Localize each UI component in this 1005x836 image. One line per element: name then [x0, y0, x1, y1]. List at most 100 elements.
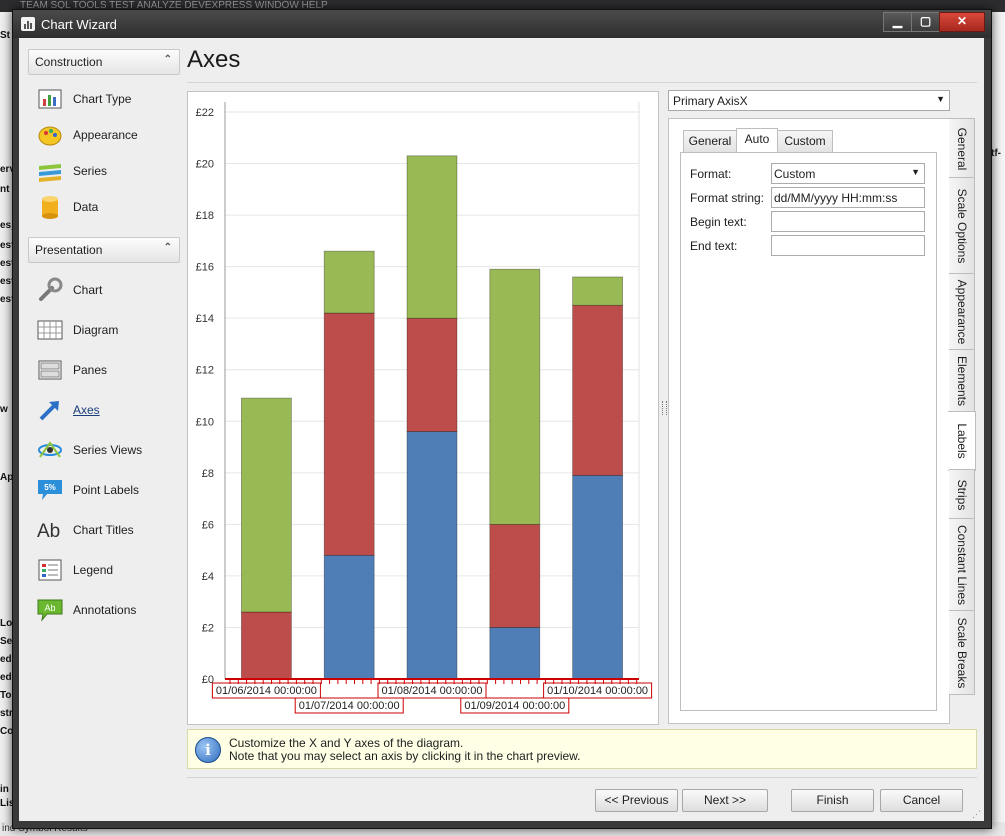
y-tick-label: £14: [196, 313, 214, 325]
background-label: est: [0, 258, 15, 269]
format-label: Format:: [690, 167, 732, 181]
chart-svg[interactable]: £0 £2 £4 £6 £8 £10 £12 £14 £16 £18 £20 £22 01/06/201…: [188, 92, 658, 724]
nav-item-chart[interactable]: Chart: [37, 275, 187, 305]
chart-preview[interactable]: £0 £2 £4 £6 £8 £10 £12 £14 £16 £18 £20 £22 01/06/201…: [187, 91, 659, 725]
annotations-glyph: Ab: [44, 603, 55, 613]
vtab-label: Appearance: [954, 279, 969, 345]
bar-segment: [489, 523, 541, 628]
chart-titles-glyph: Ab: [37, 521, 60, 542]
x-tick-label: 01/07/2014 00:00:00: [299, 700, 400, 712]
maximize-button[interactable]: ▢: [911, 12, 940, 32]
nav-item-data[interactable]: Data: [37, 192, 187, 222]
background-label: es_: [0, 220, 17, 231]
nav-item-axes[interactable]: Axes: [37, 395, 187, 425]
collapse-chevron-icon[interactable]: ⌃: [163, 242, 172, 253]
nav-label: Annotations: [73, 603, 137, 617]
bar-segment: [489, 627, 541, 680]
vtab-elements[interactable]: Elements: [949, 349, 975, 413]
series-icon: [39, 164, 61, 182]
title-bar[interactable]: Chart Wizard ▁ ▢ ✕: [13, 10, 991, 38]
vtab-constant-lines[interactable]: Constant Lines: [949, 518, 975, 612]
tab-auto[interactable]: Auto: [736, 128, 778, 152]
vtab-scale-options[interactable]: Scale Options: [949, 177, 975, 275]
nav-item-diagram[interactable]: Diagram: [37, 315, 187, 345]
bar-segment: [406, 317, 458, 432]
vtab-label: Elements: [954, 355, 969, 407]
background-label: Lis: [0, 798, 15, 809]
page-title: Axes: [187, 46, 241, 73]
end-text-field[interactable]: [771, 235, 925, 256]
format-combo[interactable]: Custom ▼: [771, 163, 925, 184]
chart-wizard-window: Chart Wizard ▁ ▢ ✕ Construction ⌃ Chart …: [12, 9, 992, 829]
begin-text-field[interactable]: [771, 211, 925, 232]
nav-item-legend[interactable]: Legend: [37, 555, 187, 585]
y-tick-label: £2: [202, 622, 214, 634]
close-button[interactable]: ✕: [939, 12, 985, 32]
point-labels-icon: 5%: [38, 480, 62, 500]
resize-grip-icon[interactable]: ⋰: [972, 809, 981, 819]
wrench-icon: [39, 277, 63, 301]
tab-general[interactable]: General: [683, 130, 737, 152]
background-label: To: [0, 690, 12, 701]
background-label: erv: [0, 164, 16, 175]
vtab-label: Strips: [954, 479, 969, 510]
bar-segment: [406, 431, 458, 680]
panes-icon: [38, 360, 62, 380]
presentation-group-label: Presentation: [35, 243, 103, 257]
nav-item-annotations[interactable]: Ab Annotations: [37, 595, 187, 625]
cancel-button[interactable]: Cancel: [880, 789, 963, 812]
axis-selector-combo[interactable]: Primary AxisX ▼: [668, 90, 950, 111]
x-tick-label-box: [377, 682, 487, 699]
splitter-handle[interactable]: [662, 401, 667, 415]
presentation-group-header[interactable]: Presentation ⌃: [28, 237, 180, 263]
x-tick-label: 01/06/2014 00:00:00: [216, 685, 317, 697]
nav-item-chart-titles[interactable]: Ab Chart Titles: [37, 515, 187, 545]
nav-item-panes[interactable]: Panes: [37, 355, 187, 385]
minimize-button[interactable]: ▁: [883, 12, 912, 32]
vtab-appearance[interactable]: Appearance: [949, 273, 975, 351]
y-tick-label: £16: [196, 262, 214, 274]
nav-label: Point Labels: [73, 483, 140, 497]
nav-label: Data: [73, 200, 99, 214]
collapse-chevron-icon[interactable]: ⌃: [163, 54, 172, 65]
y-tick-label: £4: [202, 571, 214, 583]
axes-arrow-icon: [39, 401, 59, 421]
nav-item-series-views[interactable]: Series Views: [37, 435, 187, 465]
format-string-label: Format string:: [690, 191, 765, 205]
nav-item-point-labels[interactable]: 5% Point Labels: [37, 475, 187, 505]
y-tick-label: £18: [196, 210, 214, 222]
background-label: ed: [0, 654, 12, 665]
previous-button[interactable]: << Previous: [595, 789, 678, 812]
header-divider: [187, 82, 977, 83]
vtab-strips[interactable]: Strips: [949, 469, 975, 520]
tab-custom[interactable]: Custom: [777, 130, 833, 152]
nav-label: Chart Type: [73, 92, 132, 106]
nav-label: Series Views: [73, 443, 143, 457]
background-right-label: tf-: [991, 148, 1001, 159]
nav-item-series[interactable]: Series: [37, 156, 187, 186]
y-tick-label: £22: [196, 107, 214, 119]
data-cylinder-icon: [42, 196, 58, 219]
y-tick-label: £0: [202, 674, 214, 686]
dropdown-arrow-icon[interactable]: ▼: [911, 167, 920, 177]
info-text-line2: Note that you may select an axis by clic…: [229, 749, 581, 763]
background-label: St: [0, 30, 10, 41]
construction-group-header[interactable]: Construction ⌃: [28, 49, 180, 75]
vtab-scale-breaks[interactable]: Scale Breaks: [949, 610, 975, 695]
x-tick-label-box: [294, 697, 404, 714]
nav-label: Appearance: [73, 128, 138, 142]
vtab-general[interactable]: General: [949, 118, 975, 179]
vtab-labels[interactable]: Labels: [948, 411, 976, 471]
axis-selector-value: Primary AxisX: [673, 94, 748, 108]
nav-item-chart-type[interactable]: Chart Type: [37, 84, 187, 114]
x-tick-label-box: [460, 697, 570, 714]
y-tick-label: £12: [196, 365, 214, 377]
format-string-field[interactable]: dd/MM/yyyy HH:mm:ss: [771, 187, 925, 208]
dropdown-arrow-icon[interactable]: ▼: [936, 94, 945, 104]
x-tick-label: 01/08/2014 00:00:00: [382, 685, 483, 697]
finish-button[interactable]: Finish: [791, 789, 874, 812]
background-label: est: [0, 240, 15, 251]
nav-item-appearance[interactable]: Appearance: [37, 120, 187, 150]
next-button[interactable]: Next >>: [682, 789, 768, 812]
background-label: in: [0, 784, 9, 795]
